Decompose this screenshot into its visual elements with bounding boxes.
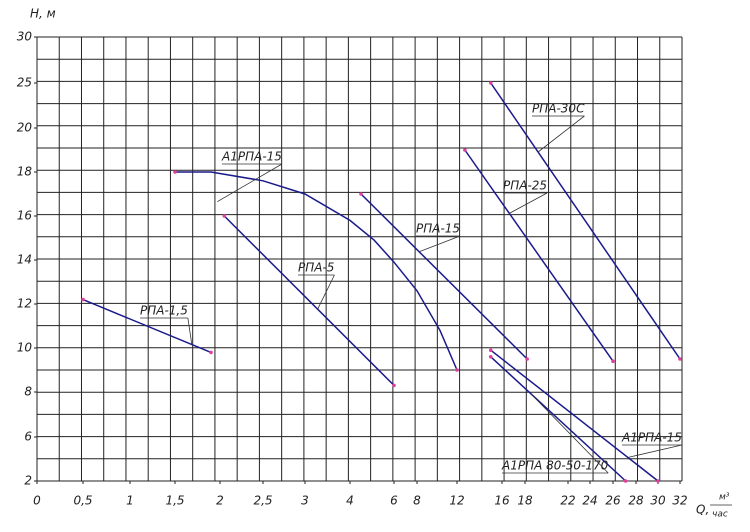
series-label: А1РПА 80-50-170 <box>501 459 609 473</box>
series-label: А1РПА-15 <box>221 150 282 164</box>
series-line <box>175 171 458 371</box>
end-point <box>209 350 213 355</box>
y-tick-label: 6 <box>24 430 32 444</box>
end-point <box>656 479 660 483</box>
y-tick-label: 30 <box>17 30 33 44</box>
x-tick-label: 16 <box>494 494 510 508</box>
x-tick-label: 32 <box>672 494 687 508</box>
x-tick-label: 12 <box>449 494 464 508</box>
x-unit-bottom: час <box>712 510 728 520</box>
series-line <box>464 149 614 362</box>
label-leader <box>187 317 193 345</box>
series-label: РПА-15 <box>416 222 460 236</box>
x-tick-label: 2,5 <box>253 494 272 508</box>
end-point <box>222 214 227 218</box>
series-label: РПА-30С <box>532 102 585 116</box>
x-tick-label: 0,5 <box>73 494 92 508</box>
series-label: РПА-1,5 <box>140 304 188 318</box>
x-tick-label: 1,5 <box>165 494 184 508</box>
end-point <box>463 148 467 152</box>
label-leader <box>530 393 609 474</box>
label-leader <box>537 115 585 153</box>
series-line <box>360 193 528 360</box>
y-tick-label: 16 <box>17 209 33 223</box>
end-point <box>611 359 615 364</box>
label-leader <box>317 274 335 310</box>
series-line <box>490 82 681 360</box>
x-tick-label: 26 <box>605 494 621 508</box>
x-tick-label: 8 <box>413 494 421 508</box>
x-tick-label: 22 <box>560 494 575 508</box>
end-point <box>678 357 682 361</box>
end-point <box>623 479 628 483</box>
x-tick-label: 24 <box>582 494 597 508</box>
series-line <box>82 298 212 354</box>
series-line <box>490 356 627 482</box>
end-point <box>81 297 85 302</box>
x-tick-label: 2 <box>216 494 224 508</box>
y-tick-label: 8 <box>24 385 32 399</box>
label-leader <box>419 235 461 253</box>
end-point <box>488 348 493 353</box>
series-label: РПА-5 <box>298 261 334 275</box>
x-unit-top: м³ <box>719 493 730 503</box>
x-axis-label: Q, <box>696 503 709 517</box>
end-point <box>488 81 493 85</box>
y-axis-label: Н, м <box>30 7 56 21</box>
y-tick-label: 20 <box>17 121 33 135</box>
y-tick-label: 2 <box>24 474 32 488</box>
end-point <box>173 170 177 174</box>
x-tick-label: 6 <box>390 494 398 508</box>
series-label: А1РПА-15 <box>621 431 682 445</box>
y-tick-label: 25 <box>17 76 32 90</box>
end-point <box>525 357 529 361</box>
end-point <box>359 192 363 196</box>
x-tick-label: 28 <box>628 494 644 508</box>
x-tick-label: 4 <box>346 494 354 508</box>
x-tick-label: 0 <box>33 494 41 508</box>
label-leader <box>509 192 548 214</box>
series-label: РПА-25 <box>503 179 547 193</box>
x-tick-label: 3 <box>301 494 309 508</box>
series-line <box>490 349 659 482</box>
x-tick-label: 30 <box>650 494 666 508</box>
y-tick-label: 18 <box>17 165 33 179</box>
label-leader <box>627 444 683 458</box>
x-tick-label: 1 <box>126 494 134 508</box>
x-tick-label: 18 <box>517 494 533 508</box>
end-point <box>392 383 396 388</box>
y-tick-label: 12 <box>17 297 32 311</box>
y-tick-label: 14 <box>17 253 32 267</box>
end-point <box>488 355 493 359</box>
series-line <box>223 215 395 386</box>
label-leader <box>217 163 283 203</box>
y-tick-label: 10 <box>17 341 33 355</box>
end-point <box>455 368 459 372</box>
